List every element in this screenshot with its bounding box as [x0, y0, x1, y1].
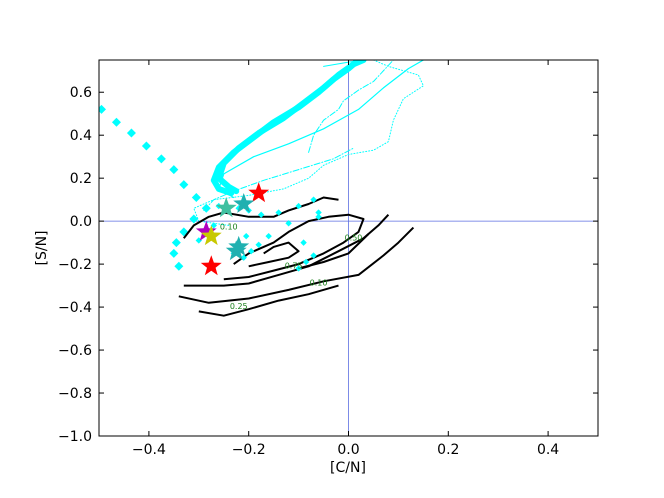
- cyan-marker-12: [247, 248, 255, 255]
- cyan-marker-13: [255, 241, 262, 248]
- y-tick-label-7: 0.4: [70, 128, 92, 144]
- contour-line-2: [183, 214, 390, 287]
- y-tick-label-0: −1.0: [58, 429, 92, 445]
- diamond-marker-5: [169, 165, 179, 175]
- y-tick-label-1: −0.8: [58, 386, 92, 402]
- star-marker-2: [195, 220, 217, 241]
- contour-line-3: [198, 284, 339, 317]
- contour-line-4: [223, 213, 365, 281]
- x-tick-label-2: 0.0: [337, 442, 359, 458]
- cyan-marker-5: [295, 202, 302, 210]
- contour-label-4: 0.10: [220, 223, 238, 232]
- y-tick-label-5: 0.0: [70, 214, 92, 230]
- y-tick-label-3: −0.4: [58, 300, 92, 316]
- star-marker-0: [248, 182, 270, 203]
- contour-line-6: [248, 241, 300, 268]
- plot-layer: 0.10 0.25 0.50 0.75 0.10: [99, 60, 598, 436]
- diamond-marker-0: [99, 104, 106, 114]
- x-axis-label: [C/N]: [330, 460, 366, 476]
- x-tick-label-3: 0.2: [437, 442, 459, 458]
- x-tick-label-1: −0.2: [232, 442, 266, 458]
- diamond-marker-3: [141, 141, 151, 151]
- y-tick-label-2: −0.6: [58, 343, 92, 359]
- cyan-marker-14: [265, 232, 272, 240]
- cyan-marker-20: [310, 252, 317, 259]
- diamond-marker-13: [174, 261, 184, 271]
- cyan-curve-4: [308, 60, 394, 153]
- cyan-marker-6: [310, 196, 317, 203]
- cyan-marker-17: [315, 213, 322, 221]
- cyan-marker-23: [210, 222, 217, 229]
- star-marker-1: [200, 255, 222, 276]
- cyan-marker-18: [295, 265, 302, 272]
- star-marker-7: [215, 197, 237, 218]
- y-tick-label-6: 0.2: [70, 171, 92, 187]
- contour-line-1: [178, 226, 415, 304]
- diamond-marker-4: [156, 154, 166, 164]
- cyan-marker-16: [300, 239, 307, 246]
- diamond-marker-11: [171, 238, 181, 248]
- cyan-curve-2: [218, 60, 424, 199]
- cyan-marker-3: [257, 211, 265, 218]
- y-tick-label-4: −0.2: [58, 257, 92, 273]
- x-tick-label-0: −0.4: [132, 442, 166, 458]
- contour-label-2: 0.50: [345, 233, 363, 242]
- diamond-marker-7: [191, 193, 201, 203]
- star-marker-4: [233, 193, 255, 213]
- contour-line-5: [298, 233, 370, 270]
- contour-label-3: 0.75: [285, 261, 303, 270]
- diamond-marker-8: [201, 203, 211, 213]
- contour-label-1: 0.25: [230, 302, 248, 311]
- diamond-marker-9: [189, 214, 199, 224]
- diamond-marker-1: [111, 117, 121, 127]
- diamond-marker-12: [169, 248, 179, 258]
- cyan-marker-15: [285, 220, 292, 227]
- cyan-curve-1: [210, 60, 362, 197]
- diamond-marker-6: [179, 180, 189, 190]
- star-marker-6: [228, 235, 250, 256]
- cyan-marker-4: [275, 209, 282, 216]
- cyan-marker-8: [243, 232, 250, 240]
- x-tick-label-4: 0.4: [537, 442, 559, 458]
- diamond-marker-2: [126, 128, 136, 138]
- cyan-curve-5: [193, 60, 424, 226]
- axis-layer: −0.4 −0.2 0.0 0.2 0.4 −1.0 −0.8 −0.6 −0.4 −0.2 0.0…: [58, 60, 598, 458]
- cyan-marker-19: [302, 258, 310, 266]
- cyan-marker-7: [315, 209, 322, 216]
- y-axis-label: [S/N]: [34, 231, 50, 266]
- contour-label-0: 0.10: [310, 279, 328, 288]
- y-tick-label-8: 0.6: [70, 85, 92, 101]
- star-marker-3: [200, 225, 222, 246]
